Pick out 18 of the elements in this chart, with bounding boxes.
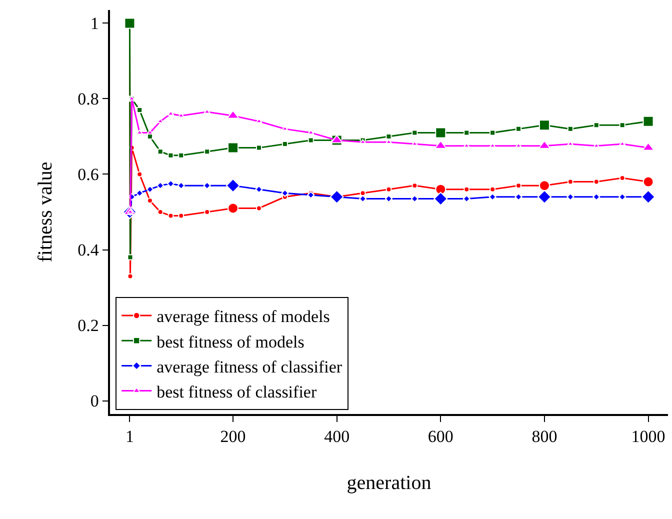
y-tick-label: 0.8 bbox=[78, 90, 99, 109]
legend-label: average fitness of classifier bbox=[156, 357, 342, 376]
legend-label: best fitness of classifier bbox=[156, 382, 317, 402]
y-tick-label: 1 bbox=[90, 14, 99, 34]
x-tick-label: 800 bbox=[532, 427, 558, 446]
legend-label: average fitness of models bbox=[156, 307, 330, 326]
x-tick-label: 1000 bbox=[631, 427, 666, 446]
x-tick-label: 1 bbox=[125, 427, 134, 446]
y-tick-label: 0.6 bbox=[78, 165, 99, 184]
x-tick-label: 600 bbox=[428, 427, 454, 446]
x-tick-label: 200 bbox=[220, 427, 246, 446]
x-tick-label: 400 bbox=[324, 427, 350, 446]
x-axis-title: generation bbox=[346, 472, 432, 494]
y-axis-title: fitness value bbox=[34, 162, 57, 262]
y-tick-label: 0.2 bbox=[78, 316, 99, 336]
legend-label: best fitness of models bbox=[156, 332, 304, 352]
y-tick-label: 0 bbox=[90, 392, 99, 411]
y-tick-label: 0.4 bbox=[78, 240, 100, 260]
